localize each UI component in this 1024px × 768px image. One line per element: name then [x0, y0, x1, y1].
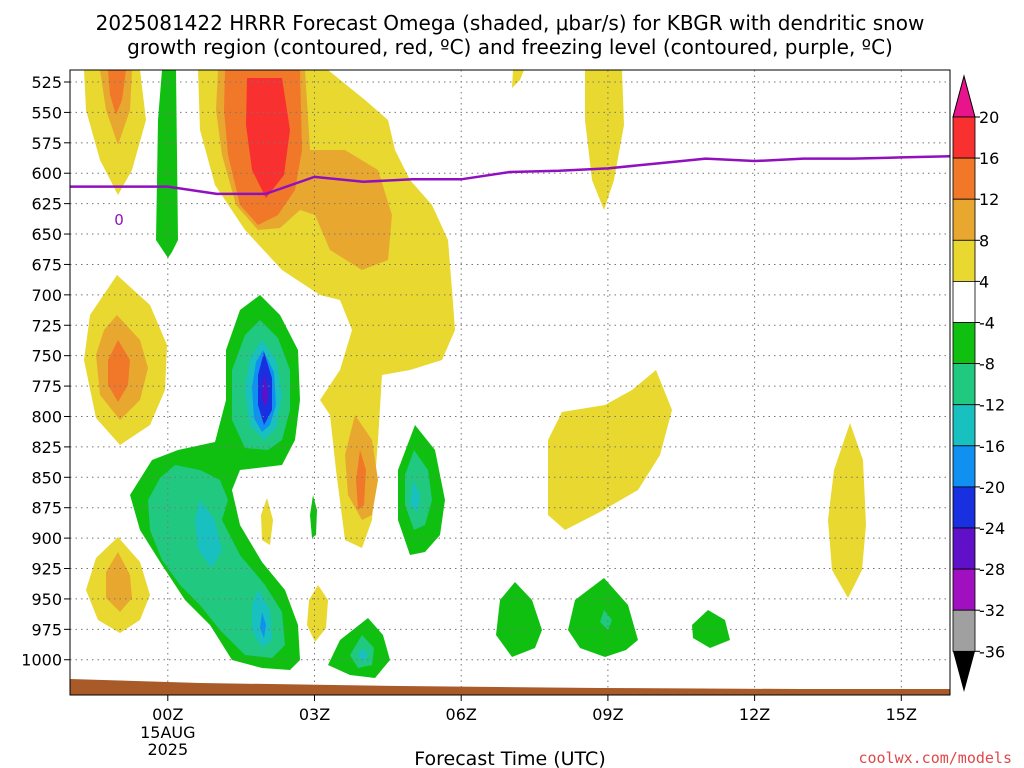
- x-tick-sublabel: 2025: [147, 740, 188, 759]
- x-tick-label: 03Z: [299, 705, 330, 724]
- colorbar-bin: [952, 568, 976, 611]
- colorbar-label: 12: [979, 190, 999, 209]
- colorbar-label: 16: [979, 149, 999, 168]
- colorbar-label: -12: [979, 396, 1005, 415]
- omega-positive-region-main-core: [246, 78, 290, 198]
- omega-negative-region-11Z: [692, 610, 730, 648]
- colorbar-bin: [952, 486, 976, 529]
- colorbar-label: 20: [979, 108, 999, 127]
- y-tick-label: 600: [31, 164, 62, 183]
- grid-lines: [70, 70, 950, 695]
- y-axis: 525 550 575 600 625 650 675 700 725 750 775 800 825 8…: [21, 73, 70, 670]
- colorbar-label: -36: [979, 642, 1005, 661]
- omega-positive-region-0330Z-core: [356, 450, 366, 510]
- x-tick-label: 06Z: [446, 705, 477, 724]
- omega-positive-region-west-upper-core: [108, 70, 126, 115]
- colorbar-label: 8: [979, 231, 989, 250]
- colorbar-bin: [952, 280, 976, 323]
- omega-positive-region-09Z-mid: [548, 370, 672, 530]
- omega-positive-region-14Z: [828, 423, 866, 598]
- y-tick-label: 775: [31, 377, 62, 396]
- omega-positive-region-0730Z-top: [512, 70, 524, 88]
- colorbar-bin: [952, 363, 976, 406]
- y-tick-label: 625: [31, 195, 62, 214]
- colorbar-bin: [952, 445, 976, 488]
- x-axis-label: Forecast Time (UTC): [414, 748, 605, 768]
- y-tick-label: 675: [31, 255, 62, 274]
- colorbar-bin: [952, 609, 976, 652]
- plot-frame: [69, 69, 951, 696]
- colorbar-bin: [952, 198, 976, 241]
- y-tick-label: 700: [31, 286, 62, 305]
- omega-negative-region-09Z-low-inner: [600, 610, 612, 630]
- omega-negative-region-07Z: [496, 582, 542, 657]
- omega-negative-region-main-low-core: [260, 612, 266, 638]
- colorbar: 20 16 12 8 4 -4 -8 -12 -16 -20 -24 -28 -32 -36: [952, 74, 1005, 692]
- x-tick-label: 15Z: [886, 705, 917, 724]
- y-tick-label: 825: [31, 438, 62, 457]
- colorbar-bin: [952, 239, 976, 282]
- omega-positive-region-09Z-top: [585, 70, 624, 210]
- colorbar-label: 4: [979, 272, 989, 291]
- terrain-surface: [70, 679, 950, 695]
- colorbar-top-arrow: [952, 74, 976, 118]
- y-tick-label: 575: [31, 134, 62, 153]
- y-tick-label: 525: [31, 73, 62, 92]
- branding-link[interactable]: coolwx.com/models: [858, 749, 1012, 767]
- y-tick-label: 550: [31, 103, 62, 122]
- omega-negative-region-04Z-low-core: [358, 648, 368, 662]
- omega-negative-region-0315Z-sliver: [310, 495, 317, 538]
- colorbar-label: -28: [979, 560, 1005, 579]
- y-tick-label: 975: [31, 620, 62, 639]
- colorbar-label: -4: [979, 314, 995, 333]
- freezing-level-label-bg: [113, 211, 125, 227]
- colorbar-bin: [952, 322, 976, 364]
- x-tick-sublabel: 15AUG: [140, 723, 195, 742]
- y-tick-label: 925: [31, 560, 62, 579]
- colorbar-label: -8: [979, 355, 995, 374]
- y-tick-label: 650: [31, 225, 62, 244]
- colorbar-label: -32: [979, 601, 1005, 620]
- y-tick-label: 1000: [21, 651, 62, 670]
- plot-area: 0: [69, 69, 951, 696]
- omega-negative-region-0030Z-column: [156, 70, 178, 258]
- y-tick-label: 875: [31, 499, 62, 518]
- colorbar-bottom-arrow: [953, 651, 975, 692]
- colorbar-bin: [952, 157, 976, 200]
- omega-negative-region-05Z-inner: [405, 450, 432, 530]
- y-tick-label: 950: [31, 590, 62, 609]
- x-tick-label: 00Z: [152, 705, 183, 724]
- chart-title-line2: growth region (contoured, red, ºC) and f…: [127, 35, 893, 59]
- colorbar-bin: [952, 404, 976, 447]
- colorbar-bin: [952, 527, 976, 570]
- freezing-level-line: [70, 154, 951, 196]
- x-tick-label: 12Z: [739, 705, 770, 724]
- omega-shading: [84, 70, 866, 678]
- omega-negative-region-main-peak: [262, 372, 268, 408]
- colorbar-bin: [952, 116, 976, 159]
- chart-title-line1: 2025081422 HRRR Forecast Omega (shaded, …: [96, 11, 925, 35]
- x-tick-label: 09Z: [592, 705, 623, 724]
- y-tick-label: 850: [31, 468, 62, 487]
- omega-negative-region-05Z-core: [410, 480, 420, 512]
- colorbar-label: -24: [979, 519, 1005, 538]
- omega-positive-region-0230Z-small: [261, 498, 273, 545]
- y-tick-label: 800: [31, 407, 62, 426]
- y-tick-label: 750: [31, 347, 62, 366]
- colorbar-label: -16: [979, 437, 1005, 456]
- omega-positive-region-west-mid-core: [108, 340, 130, 402]
- freezing-level-label: 0: [114, 211, 124, 229]
- y-tick-label: 725: [31, 316, 62, 335]
- colorbar-label: -20: [979, 478, 1005, 497]
- y-tick-label: 900: [31, 529, 62, 548]
- omega-positive-region-west-low-inner: [106, 552, 132, 612]
